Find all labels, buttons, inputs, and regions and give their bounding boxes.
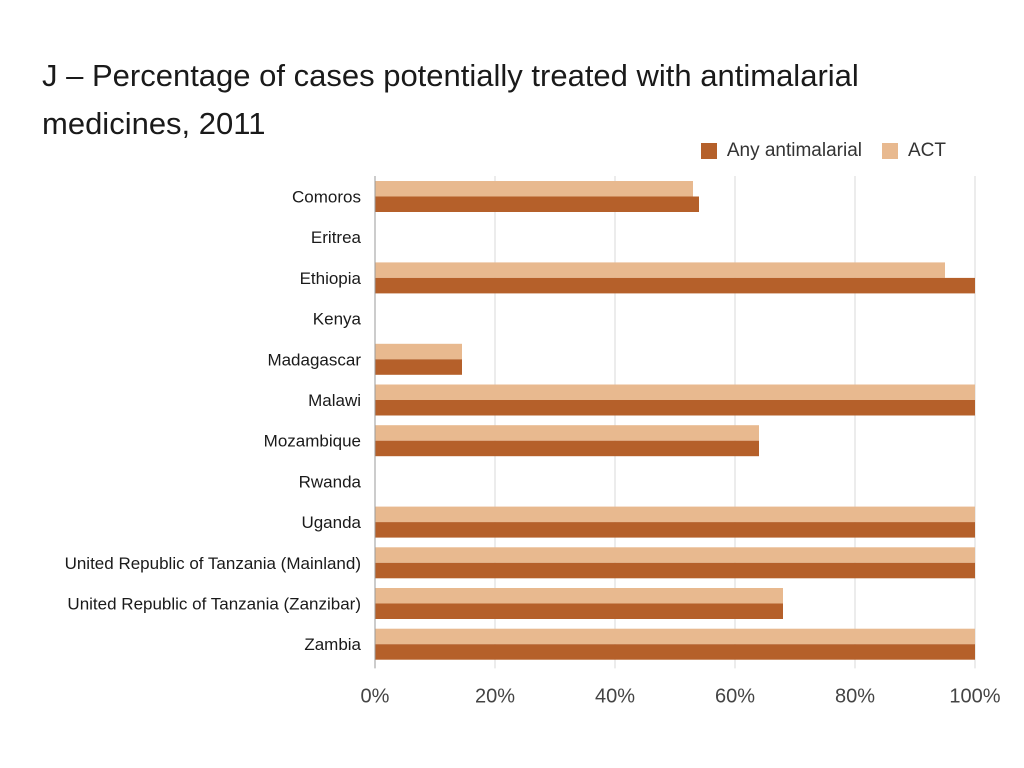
bar-any-antimalarial-8	[375, 522, 975, 538]
legend-swatch-any-antimalarial	[700, 143, 717, 159]
legend-swatch-act	[882, 143, 898, 159]
legend-item-any-antimalarial: Any antimalarial	[700, 140, 862, 162]
bar-any-antimalarial-11	[375, 644, 975, 660]
bar-act-4	[375, 343, 462, 360]
category-label-10: United Republic of Tanzania (Zanzibar)	[67, 595, 361, 614]
bar-any-antimalarial-4	[375, 359, 462, 375]
bar-any-antimalarial-10	[375, 603, 783, 619]
bar-act-0	[375, 181, 693, 197]
category-label-3: Kenya	[313, 310, 362, 329]
legend-item-act: ACT	[882, 140, 946, 162]
x-tick-label-4: 80%	[835, 685, 875, 707]
x-tick-label-2: 40%	[595, 685, 635, 707]
x-tick-label-5: 100%	[949, 685, 1000, 707]
x-tick-label-1: 20%	[475, 685, 515, 707]
category-label-0: Comoros	[292, 188, 361, 207]
category-label-11: Zambia	[304, 635, 361, 654]
bar-any-antimalarial-5	[375, 400, 975, 416]
category-label-2: Ethiopia	[300, 269, 362, 288]
legend-label-act: ACT	[908, 140, 946, 161]
category-label-9: United Republic of Tanzania (Mainland)	[65, 554, 361, 573]
bar-any-antimalarial-0	[375, 196, 699, 212]
bar-act-5	[375, 384, 975, 400]
chart-title: J – Percentage of cases potentially trea…	[42, 58, 859, 141]
category-label-7: Rwanda	[299, 472, 362, 491]
bar-act-2	[375, 262, 945, 278]
bar-any-antimalarial-6	[375, 440, 759, 457]
bar-act-6	[375, 425, 759, 441]
bar-any-antimalarial-2	[375, 277, 975, 294]
bar-act-10	[375, 588, 783, 604]
category-label-6: Mozambique	[264, 432, 361, 451]
bar-act-11	[375, 628, 975, 645]
category-label-4: Madagascar	[267, 350, 361, 369]
x-tick-label-3: 60%	[715, 685, 755, 707]
legend: Any antimalarial ACT	[700, 140, 946, 162]
legend-label-any-antimalarial: Any antimalarial	[726, 140, 862, 161]
x-tick-label-0: 0%	[361, 685, 390, 707]
category-label-8: Uganda	[301, 513, 361, 532]
category-label-1: Eritrea	[311, 228, 362, 247]
category-label-5: Malawi	[308, 391, 361, 410]
bar-act-8	[375, 506, 975, 523]
bar-any-antimalarial-9	[375, 562, 975, 579]
bar-act-9	[375, 547, 975, 563]
